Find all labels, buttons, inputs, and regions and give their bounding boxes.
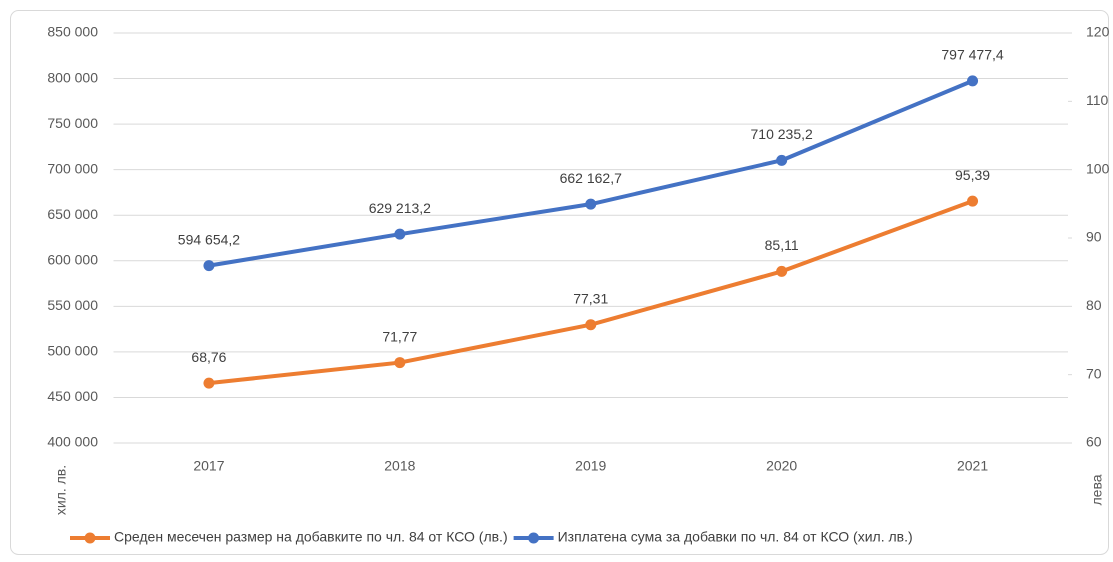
y2-tick-label: 80	[1086, 297, 1102, 313]
y2-tick-label: 110	[1086, 92, 1109, 108]
data-label: 68,76	[191, 349, 226, 365]
x-tick-label: 2019	[575, 458, 606, 474]
x-tick-label: 2021	[957, 458, 988, 474]
data-label: 710 235,2	[751, 126, 813, 142]
y-tick-label: 750 000	[47, 115, 98, 131]
data-label: 77,31	[573, 290, 608, 306]
point	[203, 260, 215, 272]
y-axis-title: хил. лв.	[53, 465, 69, 515]
y2-tick-label: 60	[1086, 434, 1102, 450]
point	[585, 319, 597, 331]
data-label: 662 162,7	[560, 170, 622, 186]
x-tick-label: 2018	[384, 458, 415, 474]
y-tick-label: 700 000	[47, 160, 98, 176]
data-label: 71,77	[382, 328, 417, 344]
point	[776, 265, 788, 277]
legend-label: Изплатена сума за добавки по чл. 84 от К…	[558, 529, 913, 545]
data-label: 797 477,4	[941, 47, 1003, 63]
y-tick-label: 650 000	[47, 206, 98, 222]
legend-marker	[528, 532, 540, 544]
y2-tick-label: 90	[1086, 229, 1102, 245]
y2-axis-title: лева	[1089, 474, 1105, 505]
point	[967, 195, 979, 207]
point	[394, 357, 406, 369]
point	[394, 228, 406, 240]
legend-label: Среден месечен размер на добавките по чл…	[114, 529, 508, 545]
point	[203, 377, 215, 389]
y-tick-label: 800 000	[47, 69, 98, 85]
x-tick-label: 2017	[193, 458, 224, 474]
data-label: 629 213,2	[369, 200, 431, 216]
data-label: 594 654,2	[178, 231, 240, 247]
data-label: 85,11	[765, 237, 799, 253]
chart-frame	[10, 10, 1109, 555]
y2-tick-label: 120	[1086, 24, 1110, 40]
y2-tick-label: 70	[1086, 365, 1102, 381]
y-tick-label: 550 000	[47, 297, 98, 313]
y-tick-label: 400 000	[47, 434, 98, 450]
legend-marker	[84, 532, 96, 544]
data-label: 95,39	[955, 167, 990, 183]
y-tick-label: 500 000	[47, 343, 98, 359]
y-tick-label: 450 000	[47, 388, 98, 404]
point	[585, 198, 597, 210]
point	[967, 75, 979, 87]
x-tick-label: 2020	[766, 458, 797, 474]
point	[776, 154, 788, 166]
y-tick-label: 850 000	[47, 24, 98, 40]
y-tick-label: 600 000	[47, 251, 98, 267]
y2-tick-label: 100	[1086, 160, 1110, 176]
